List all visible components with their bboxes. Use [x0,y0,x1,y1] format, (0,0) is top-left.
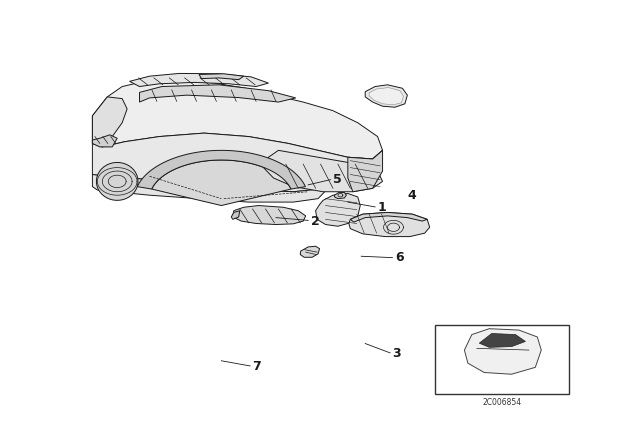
Polygon shape [92,80,383,159]
Polygon shape [231,211,240,220]
Polygon shape [335,193,346,198]
Polygon shape [152,160,291,206]
Polygon shape [138,151,305,189]
Polygon shape [97,163,138,200]
Text: 3: 3 [392,347,401,360]
Polygon shape [92,174,328,202]
Polygon shape [365,85,408,107]
Bar [435,324,568,393]
Text: 2C006854: 2C006854 [482,398,521,407]
Polygon shape [199,74,244,80]
Text: 5: 5 [333,173,342,186]
Polygon shape [348,151,383,192]
Polygon shape [264,151,383,192]
Text: 6: 6 [395,251,404,264]
Polygon shape [92,97,127,147]
Polygon shape [465,329,541,374]
Text: 4: 4 [408,189,416,202]
Polygon shape [316,194,360,226]
Polygon shape [129,73,269,86]
Polygon shape [140,85,296,102]
Polygon shape [479,333,525,347]
Polygon shape [350,212,428,222]
Polygon shape [369,87,403,105]
Polygon shape [92,135,117,147]
Text: 7: 7 [253,360,261,373]
Text: 2: 2 [310,215,319,228]
Polygon shape [233,206,306,224]
Polygon shape [92,133,383,192]
Polygon shape [349,212,429,237]
Text: 1: 1 [378,201,387,214]
Polygon shape [300,246,319,257]
